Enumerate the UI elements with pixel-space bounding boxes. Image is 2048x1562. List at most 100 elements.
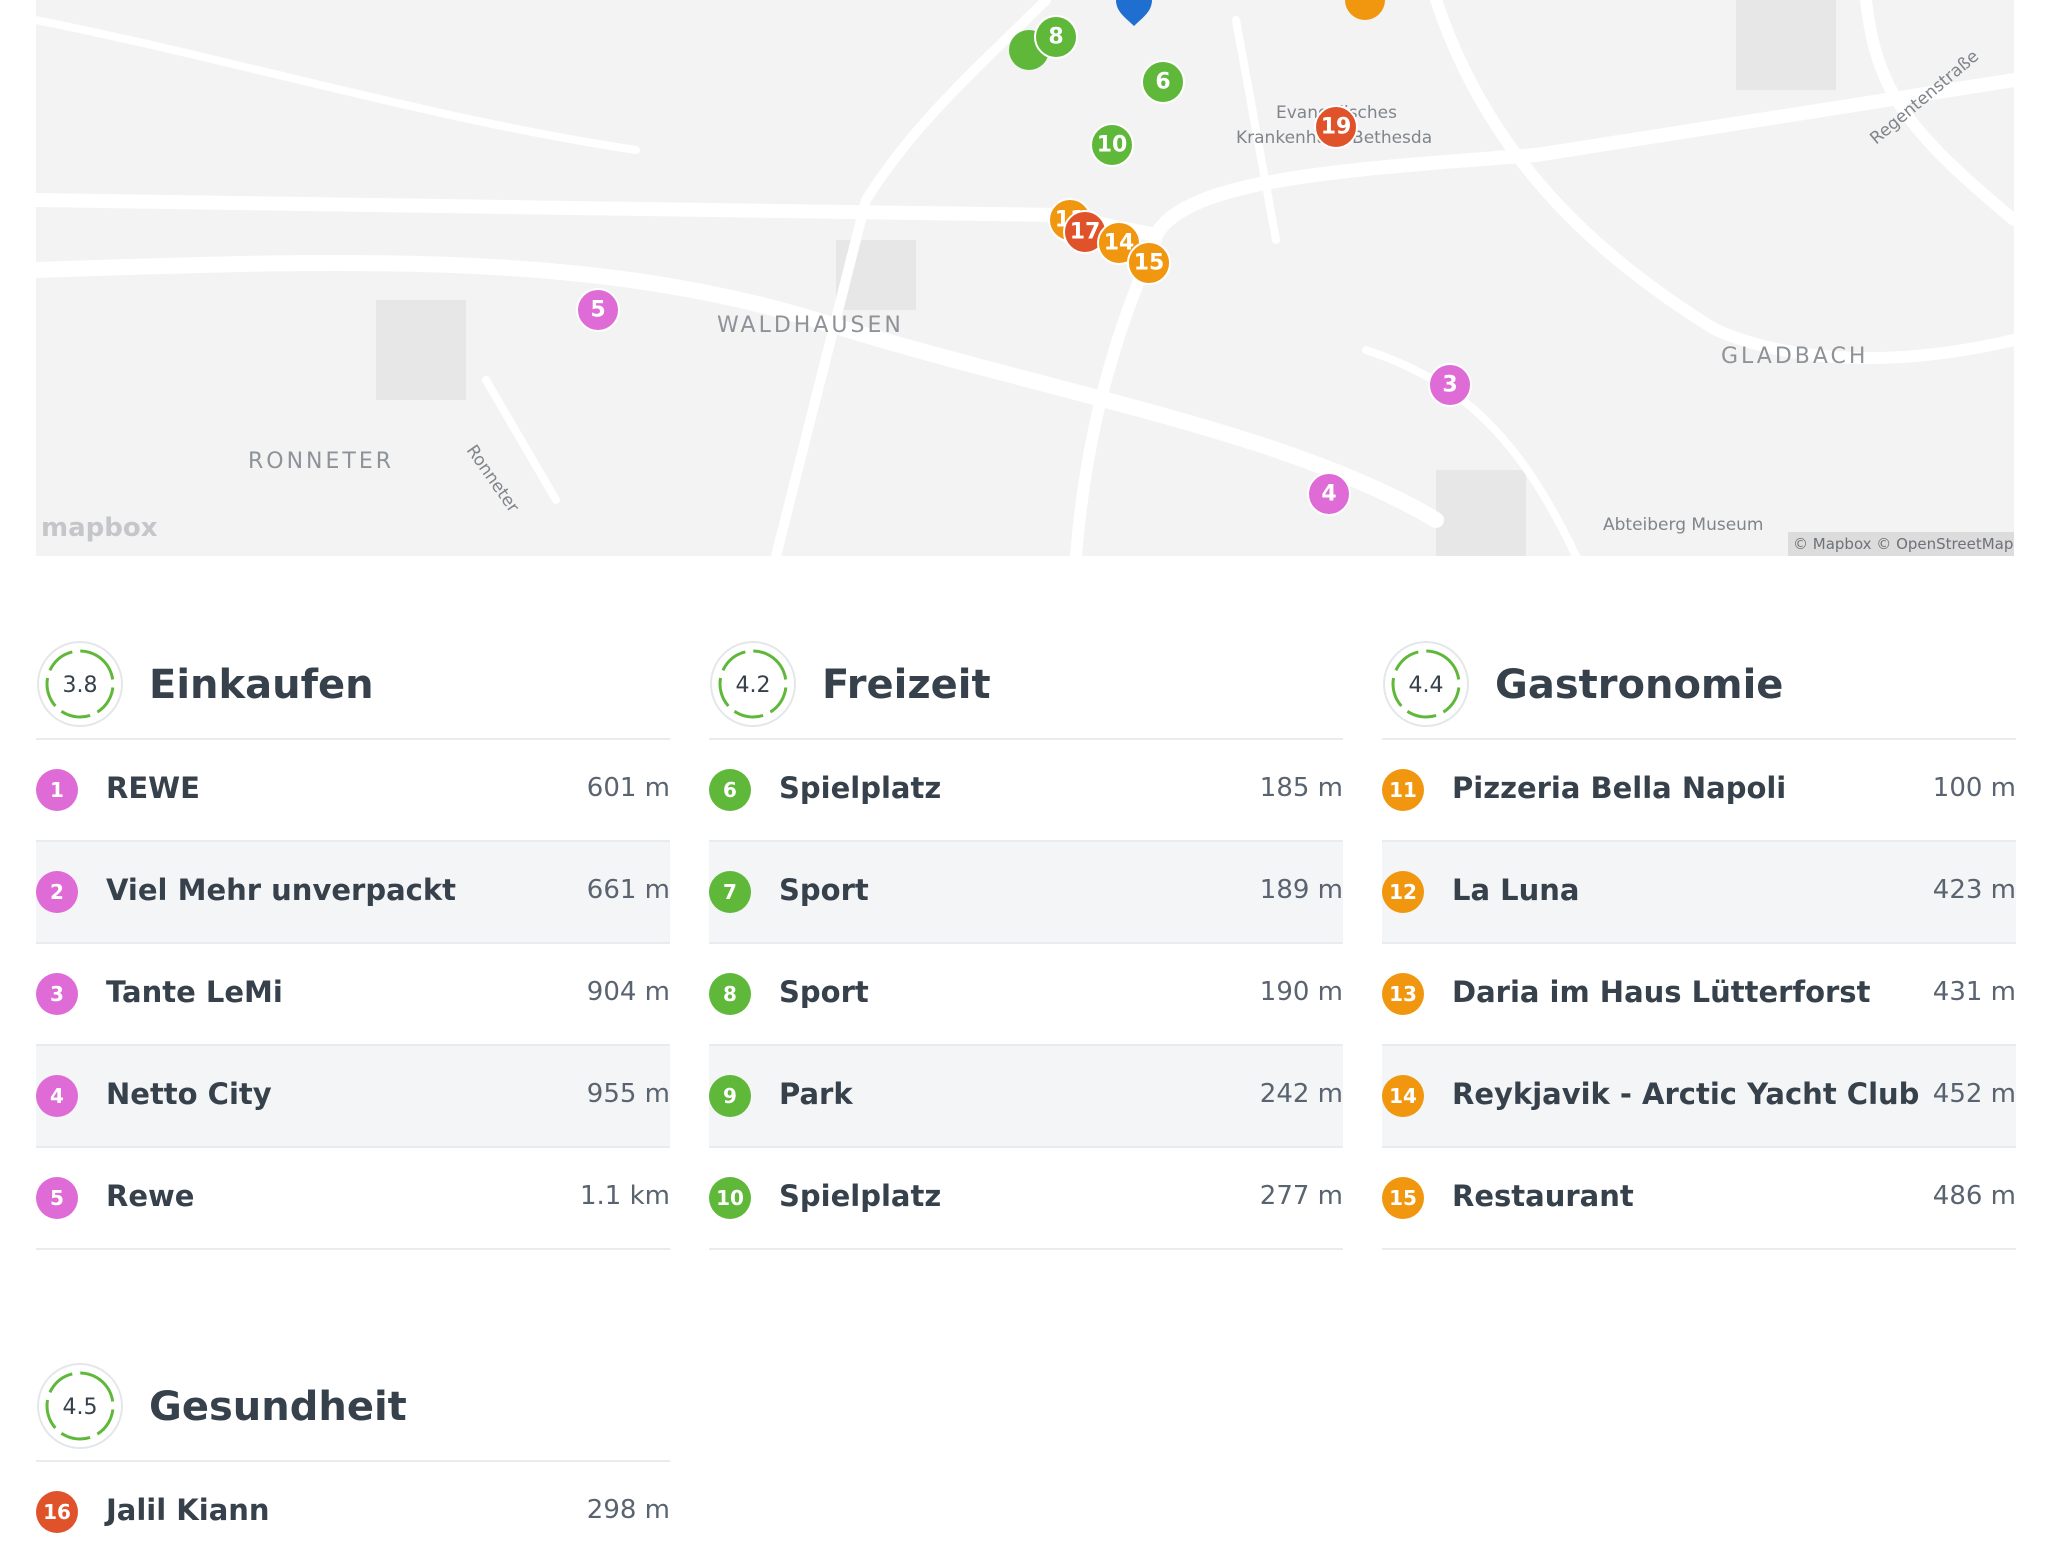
ring-arc: [718, 649, 788, 719]
map-marker-label: 3: [1442, 373, 1457, 398]
ring-bg: [37, 1363, 123, 1449]
poi-distance: 1.1 km: [580, 1181, 670, 1211]
ring-arc: [1391, 649, 1461, 719]
poi-name: Netto City: [106, 1077, 272, 1111]
poi-number: 10: [709, 1177, 751, 1219]
poi-row: 13 Daria im Haus Lütterforst 431 m: [1382, 944, 2016, 1046]
map-marker-label: 17: [1070, 220, 1101, 245]
poi-distance: 298 m: [586, 1495, 670, 1525]
category-title: Gastronomie: [1495, 662, 1784, 708]
poi-row: 6 Spielplatz 185 m: [709, 740, 1343, 842]
map-marker-dot: [1127, 241, 1171, 285]
poi-number: 2: [36, 871, 78, 913]
poi-distance: 185 m: [1259, 773, 1343, 803]
category-title: Einkaufen: [149, 662, 374, 708]
poi-name: Sport: [779, 873, 869, 907]
poi-row: 10 Spielplatz 277 m: [709, 1148, 1343, 1250]
poi-row: 14 Reykjavik - Arctic Yacht Club 452 m: [1382, 1046, 2016, 1148]
poi-number: 15: [1382, 1177, 1424, 1219]
map-marker-label: 5: [590, 298, 605, 323]
poi-name: Daria im Haus Lütterforst: [1452, 975, 1871, 1009]
poi-row: 15 Restaurant 486 m: [1382, 1148, 2016, 1250]
poi-name: Sport: [779, 975, 869, 1009]
poi-row: 11 Pizzeria Bella Napoli 100 m: [1382, 740, 2016, 842]
ring-arc: [45, 1371, 115, 1441]
score-ring: 3.8: [37, 641, 123, 727]
poi-distance: 423 m: [1932, 875, 2016, 905]
poi-number: 7: [709, 871, 751, 913]
poi-distance: 486 m: [1932, 1181, 2016, 1211]
category-title: Freizeit: [822, 662, 991, 708]
map-marker-dot: [576, 288, 620, 332]
category-header: 4.5 Gesundheit: [36, 1362, 670, 1462]
score-ring: 4.2: [710, 641, 796, 727]
category-header: 4.4 Gastronomie: [1382, 640, 2016, 740]
poi-name: Reykjavik - Arctic Yacht Club: [1452, 1077, 1920, 1111]
map-label: GLADBACH: [1721, 344, 1868, 369]
map-marker-dot: [1314, 105, 1358, 149]
map-marker-label: 4: [1321, 482, 1336, 507]
poi-distance: 242 m: [1259, 1079, 1343, 1109]
map-marker-dot: [1034, 15, 1078, 59]
category-header: 4.2 Freizeit: [709, 640, 1343, 740]
poi-row: 8 Sport 190 m: [709, 944, 1343, 1046]
map-marker: 8: [1034, 15, 1078, 59]
poi-name: Jalil Kiann: [106, 1493, 270, 1527]
poi-row: 4 Netto City 955 m: [36, 1046, 670, 1148]
poi-number: 8: [709, 973, 751, 1015]
poi-distance: 189 m: [1259, 875, 1343, 905]
poi-distance: 955 m: [586, 1079, 670, 1109]
ring-bg: [37, 641, 123, 727]
map-marker-dot: [1428, 363, 1472, 407]
category-title: Gesundheit: [149, 1384, 407, 1430]
map-marker-label: 10: [1097, 133, 1128, 158]
poi-row: 5 Rewe 1.1 km: [36, 1148, 670, 1250]
poi-number: 11: [1382, 769, 1424, 811]
poi-distance: 190 m: [1259, 977, 1343, 1007]
map-marker-dot: [1307, 472, 1351, 516]
poi-number: 13: [1382, 973, 1424, 1015]
poi-name: Tante LeMi: [106, 975, 283, 1009]
attribution: © Mapbox © OpenStreetMap: [1793, 535, 2013, 553]
poi-number: 4: [36, 1075, 78, 1117]
score-ring: 4.4: [1383, 641, 1469, 727]
poi-row: 7 Sport 189 m: [709, 842, 1343, 944]
category-list: 3.8 Einkaufen 1 REWE 601 m 2 Viel Mehr unverpa…: [36, 640, 670, 1250]
attribution-bg: [1788, 532, 2014, 556]
poi-row: 9 Park 242 m: [709, 1046, 1343, 1148]
category-list: 4.4 Gastronomie 11 Pizzeria Bella Napoli 100…: [1382, 640, 2016, 1250]
map-label: Abteiberg Museum: [1603, 515, 1764, 535]
map-marker-dot: [1141, 60, 1185, 104]
poi-name: Rewe: [106, 1179, 195, 1213]
map-marker: 19: [1314, 105, 1358, 149]
poi-distance: 601 m: [586, 773, 670, 803]
map-marker: 6: [1141, 60, 1185, 104]
poi-distance: 904 m: [586, 977, 670, 1007]
poi-name: Spielplatz: [779, 1179, 942, 1213]
poi-number: 14: [1382, 1075, 1424, 1117]
map-marker-label: 6: [1155, 70, 1170, 95]
poi-name: Park: [779, 1077, 853, 1111]
poi-distance: 431 m: [1932, 977, 2016, 1007]
map-marker: 4: [1307, 472, 1351, 516]
location-pin: [1116, 0, 1152, 26]
poi-name: REWE: [106, 771, 200, 805]
map-label: RONNETER: [248, 449, 394, 474]
poi-name: Viel Mehr unverpackt: [106, 873, 456, 907]
map-marker-label: 14: [1104, 231, 1135, 256]
map-markers: 86101117141519534: [576, 15, 1472, 516]
poi-row: 16 Jalil Kiann 298 m: [36, 1462, 670, 1562]
poi-name: Restaurant: [1452, 1179, 1634, 1213]
poi-distance: 277 m: [1259, 1181, 1343, 1211]
map-marker: 10: [1090, 123, 1134, 167]
map-marker-label: 8: [1048, 25, 1063, 50]
poi-distance: 661 m: [586, 875, 670, 905]
poi-name: Pizzeria Bella Napoli: [1452, 771, 1787, 805]
map-marker-label: 19: [1321, 115, 1352, 140]
category-header: 3.8 Einkaufen: [36, 640, 670, 740]
poi-number: 6: [709, 769, 751, 811]
poi-row: 12 La Luna 423 m: [1382, 842, 2016, 944]
